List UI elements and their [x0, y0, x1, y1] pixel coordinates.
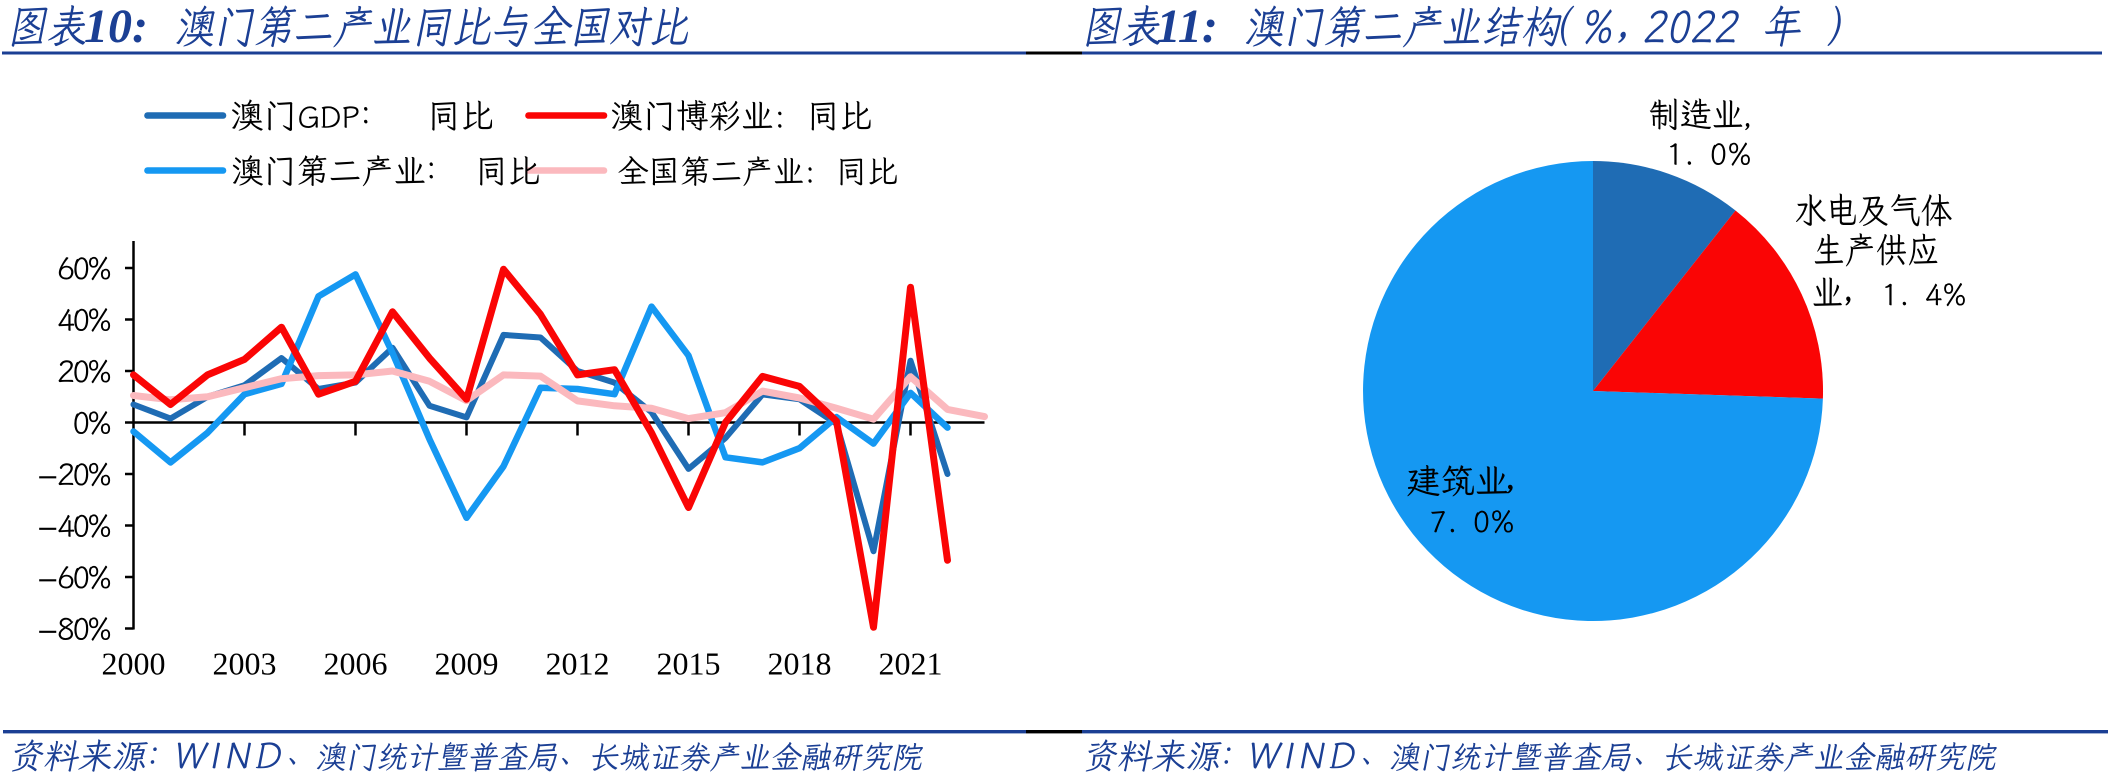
- svg-text:2009: 2009: [435, 646, 499, 682]
- svg-text:2006: 2006: [324, 646, 388, 682]
- svg-text:10:: 10:: [84, 0, 148, 53]
- svg-text:2018: 2018: [768, 646, 832, 682]
- svg-text:2015: 2015: [657, 646, 721, 682]
- svg-text:11:: 11:: [1157, 0, 1218, 53]
- svg-text:2021: 2021: [879, 646, 943, 682]
- svg-text:2012: 2012: [546, 646, 610, 682]
- svg-text:2003: 2003: [213, 646, 277, 682]
- svg-text:2000: 2000: [102, 646, 166, 682]
